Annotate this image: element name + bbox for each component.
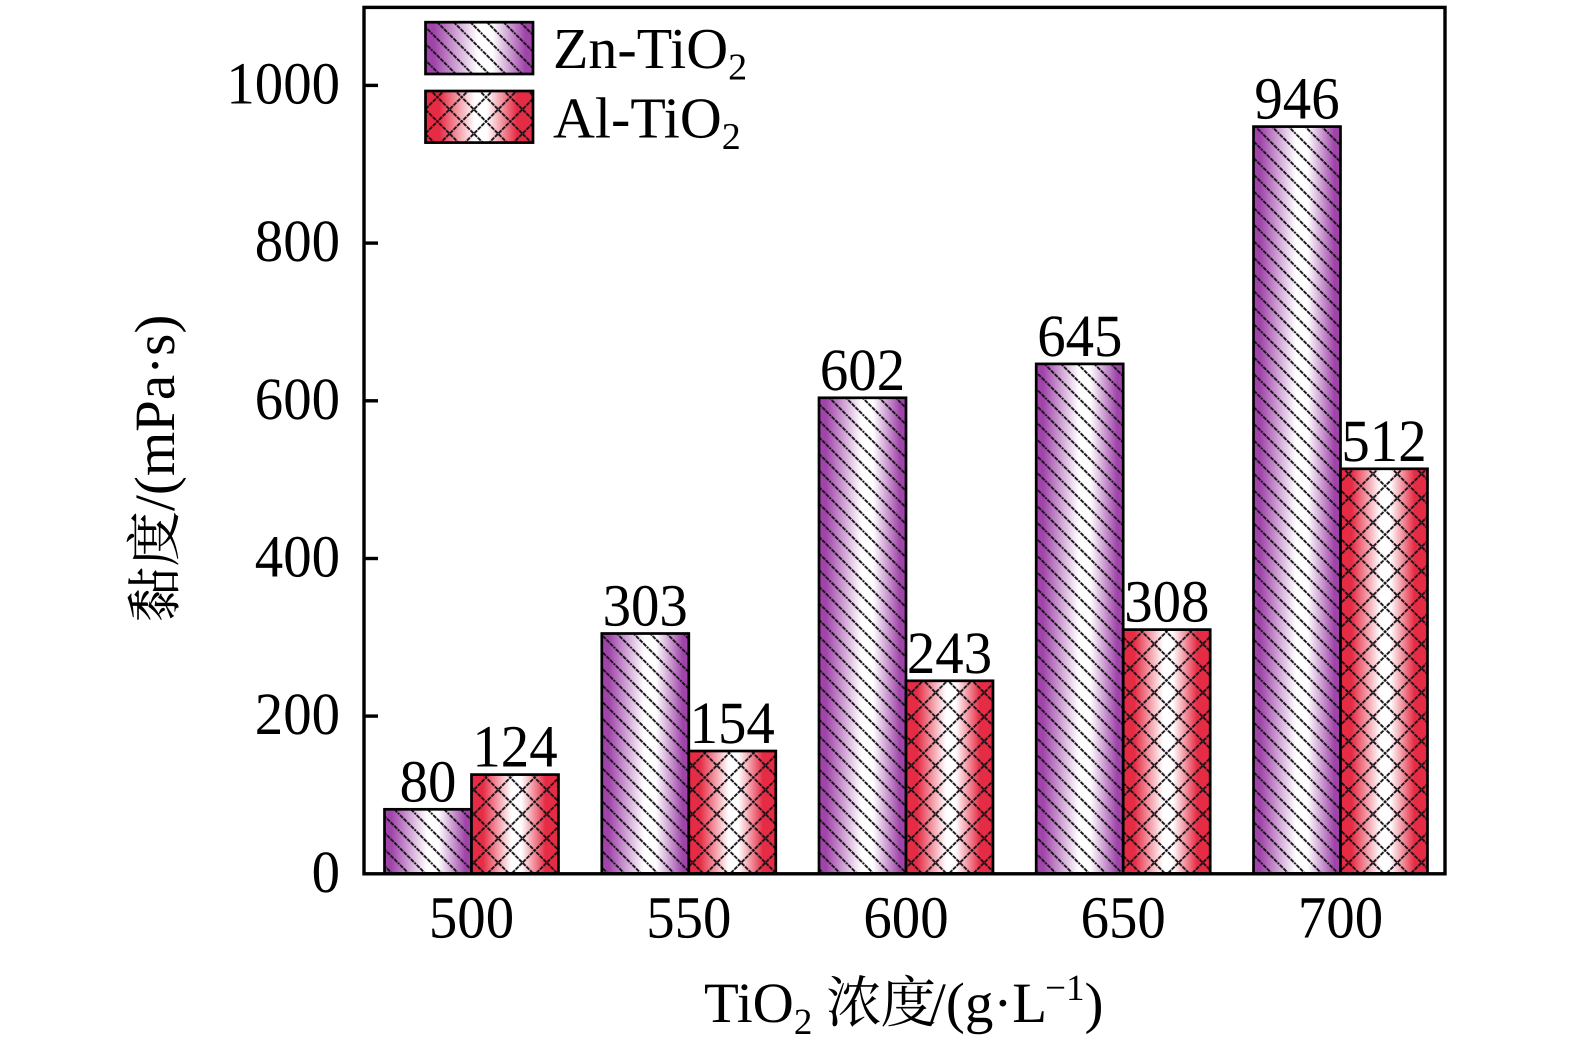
svg-text:/(mPa·s): /(mPa·s) (124, 315, 187, 511)
svg-text:400: 400 (255, 524, 340, 590)
svg-text:80: 80 (400, 748, 457, 814)
svg-text:243: 243 (907, 620, 992, 686)
svg-text:154: 154 (690, 690, 775, 756)
svg-text:550: 550 (646, 885, 731, 951)
svg-text:308: 308 (1124, 569, 1209, 635)
svg-text:200: 200 (255, 681, 340, 747)
svg-text:303: 303 (603, 573, 688, 639)
svg-text:Zn-TiO2: Zn-TiO2 (553, 16, 747, 89)
svg-text:124: 124 (472, 714, 557, 780)
svg-text:946: 946 (1254, 66, 1339, 132)
svg-text:800: 800 (255, 208, 340, 274)
svg-text:600: 600 (255, 366, 340, 432)
svg-text:Al-TiO2: Al-TiO2 (553, 86, 741, 159)
svg-text:602: 602 (820, 337, 905, 403)
svg-text:650: 650 (1081, 885, 1166, 951)
svg-text:700: 700 (1298, 885, 1383, 951)
svg-text:512: 512 (1341, 408, 1426, 474)
svg-text:645: 645 (1037, 303, 1122, 369)
svg-text:600: 600 (863, 885, 948, 951)
svg-text:500: 500 (429, 885, 514, 951)
svg-text:1000: 1000 (226, 50, 340, 116)
svg-text:0: 0 (312, 839, 340, 905)
